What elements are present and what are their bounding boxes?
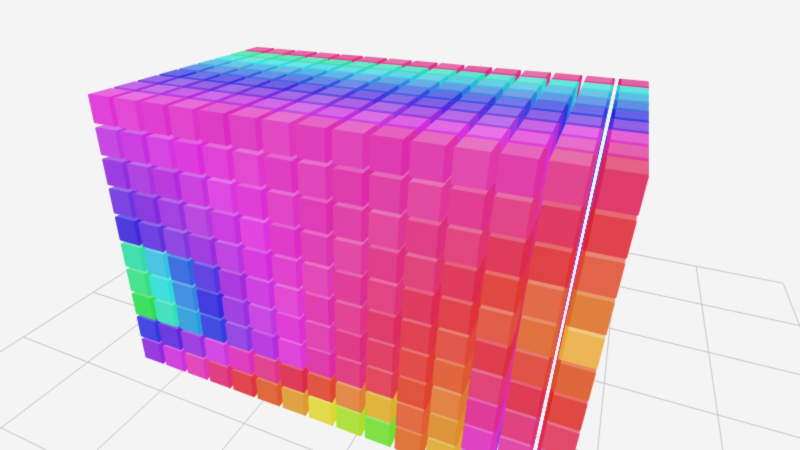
3d-scene-viewport <box>0 0 800 450</box>
instanced-cubes-canvas[interactable] <box>0 0 800 450</box>
